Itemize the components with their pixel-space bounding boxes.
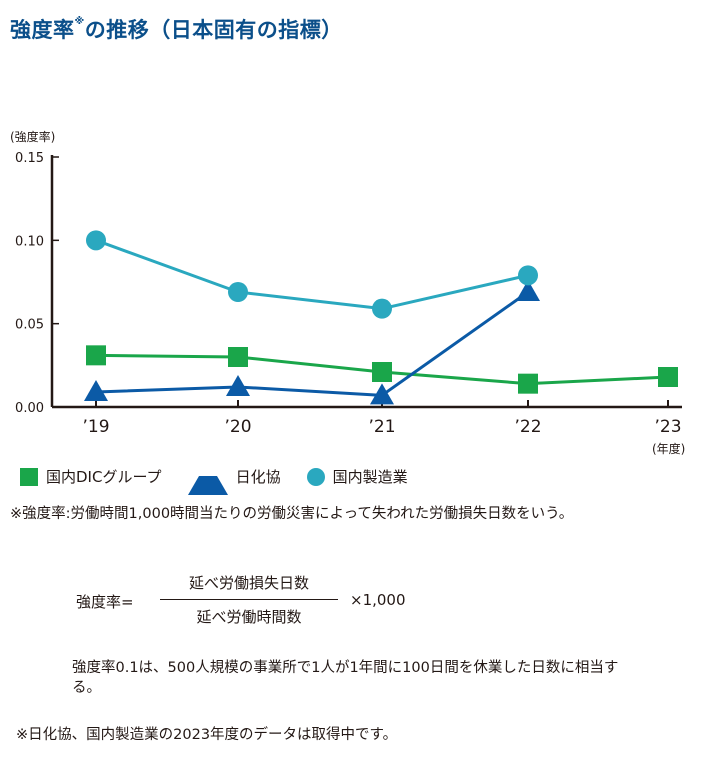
y-tick-label: 0.10 — [15, 234, 44, 249]
formula-left: 強度率= — [76, 593, 134, 611]
series-line — [95, 290, 529, 397]
y-axis-unit: (強度率) — [10, 130, 56, 144]
y-tick-label: 0.05 — [15, 318, 44, 333]
fraction-bar — [160, 599, 338, 600]
x-tick-label: ’19 — [82, 417, 109, 437]
y-tick-label: 0.00 — [15, 401, 44, 416]
formula-denominator: 延べ労働時間数 — [196, 608, 302, 626]
formula-multiplier: ×1,000 — [350, 591, 406, 609]
title-note-mark: ※ — [74, 16, 85, 27]
legend-item-dic-group: 国内DICグループ — [20, 466, 162, 487]
series-line — [95, 238, 529, 311]
y-tick-label: 0.15 — [15, 151, 44, 166]
data-point-square — [518, 373, 538, 394]
x-tick-label: ’21 — [368, 417, 395, 437]
square-marker-icon — [20, 467, 38, 486]
legend-label: 国内製造業 — [332, 468, 408, 486]
legend-label: 日化協 — [235, 468, 281, 486]
line-chart: 0.15 0.10 0.05 0.00 ’19 ’20 ’21 ’22 ’23 — [15, 151, 682, 437]
data-point-triangle — [516, 280, 540, 301]
chart-title: 強度率※の推移（日本固有の指標） — [10, 16, 343, 42]
x-axis-unit: (年度) — [652, 442, 686, 456]
data-point-triangle — [370, 383, 394, 405]
circle-marker-icon — [306, 467, 325, 486]
footnote: ※日化協、国内製造業の2023年度のデータは取得中です。 — [16, 727, 398, 743]
triangle-marker-icon — [187, 458, 228, 495]
data-point-square — [228, 347, 248, 367]
formula-numerator: 延べ労働損失日数 — [188, 574, 309, 592]
data-point-circle — [228, 282, 248, 302]
x-tick-label: ’22 — [514, 417, 541, 437]
data-point-square — [86, 345, 106, 366]
x-tick-label: ’23 — [654, 417, 681, 437]
legend-item-domestic-manufacturing: 国内製造業 — [306, 466, 408, 487]
data-point-square — [658, 367, 678, 387]
data-point-circle — [86, 230, 106, 251]
data-point-square — [372, 362, 392, 382]
x-tick-label: ’20 — [224, 417, 251, 437]
legend-item-jcia: 日化協 — [187, 458, 281, 495]
data-point-triangle — [84, 380, 108, 401]
example-note: 強度率0.1は、500人規模の事業所で1人が1年間に100日間を休業した日数に相… — [72, 660, 619, 696]
formula-fraction: 延べ労働損失日数 延べ労働時間数 — [160, 572, 338, 627]
data-point-circle — [518, 265, 538, 286]
data-point-triangle — [226, 375, 250, 396]
chart-legend: 国内DICグループ 日化協 国内製造業 — [20, 458, 434, 495]
data-point-circle — [372, 298, 392, 319]
definition-note: ※強度率:労働時間1,000時間当たりの労働災害によって失われた労働損失日数をい… — [10, 506, 574, 522]
legend-label: 国内DICグループ — [46, 468, 162, 486]
